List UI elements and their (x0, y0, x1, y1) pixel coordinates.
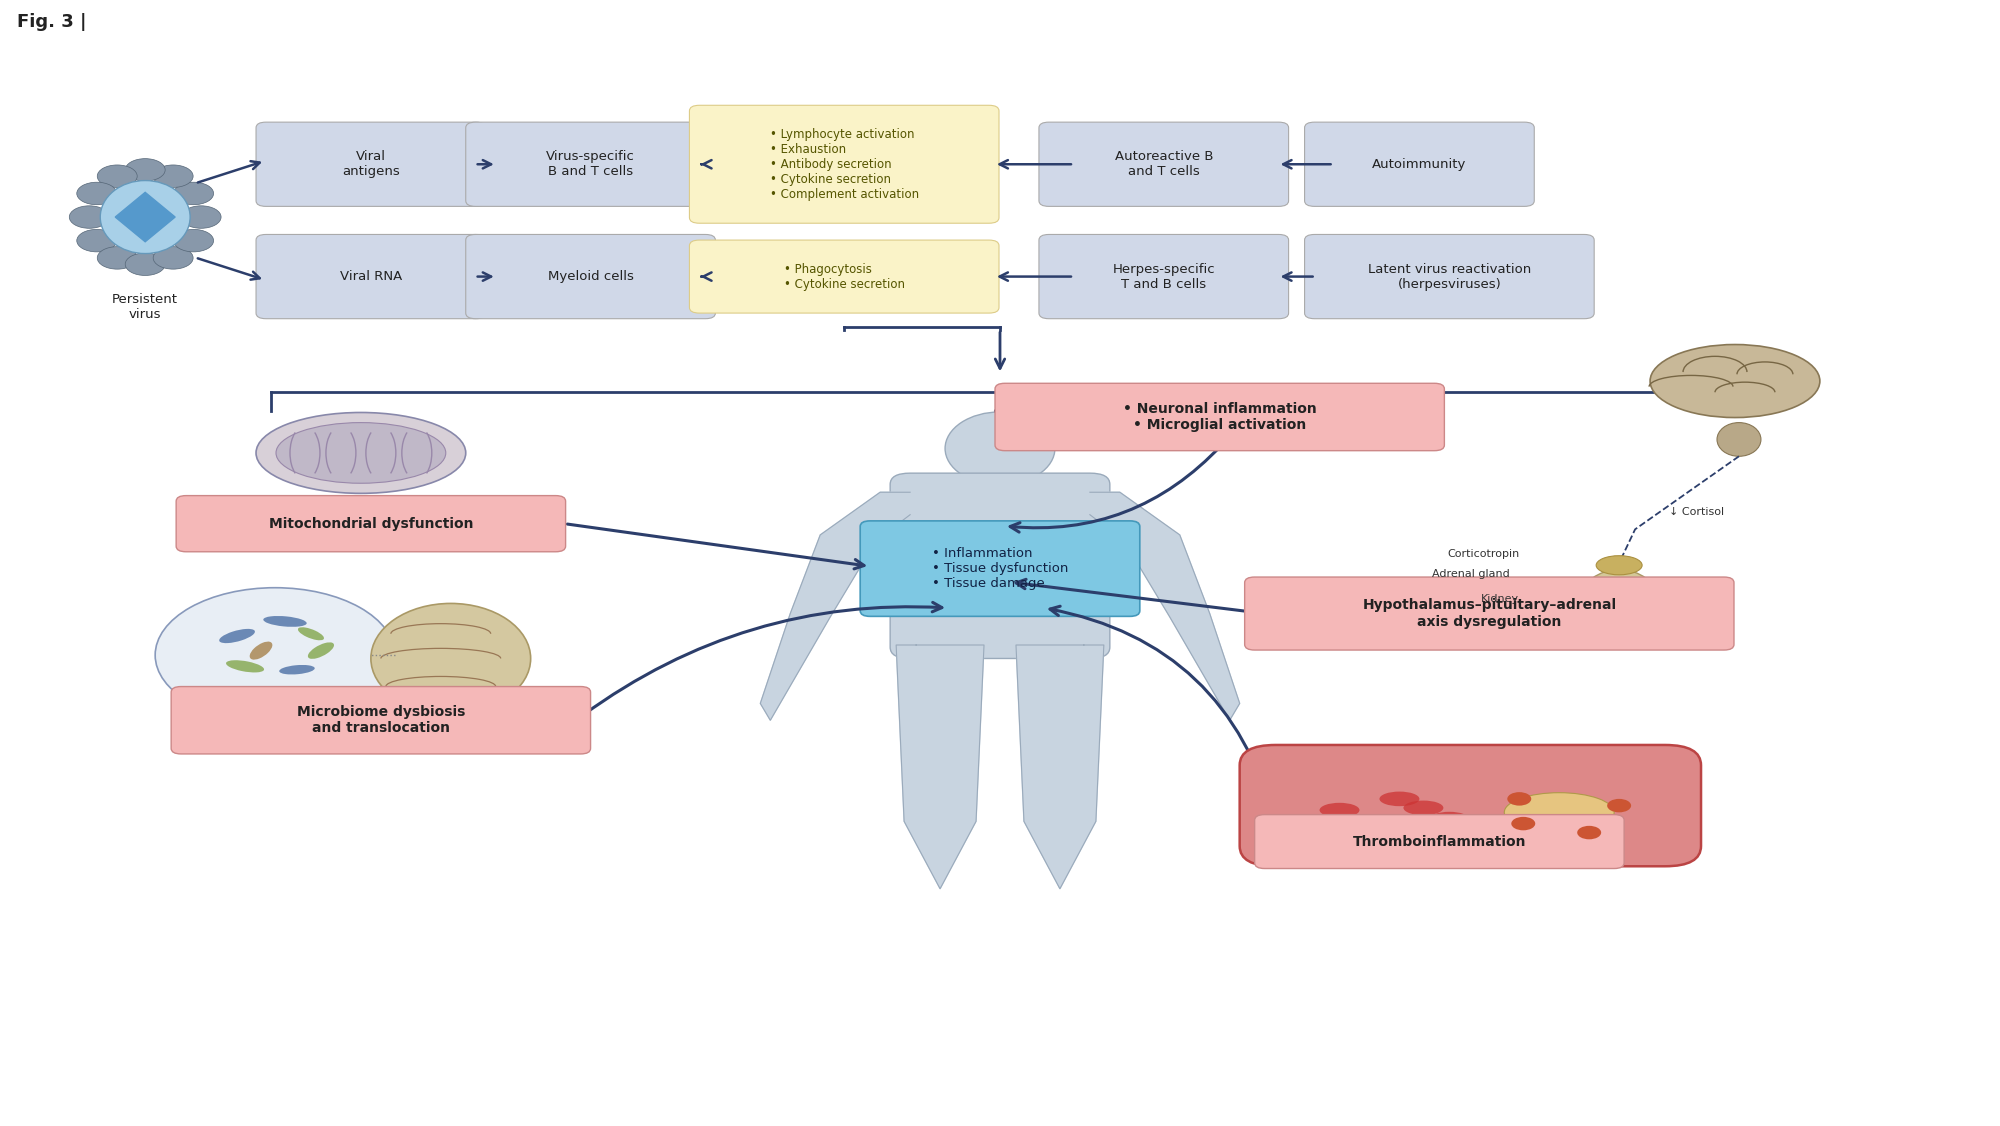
Ellipse shape (1718, 422, 1760, 456)
Polygon shape (1090, 492, 1240, 721)
FancyBboxPatch shape (466, 122, 716, 206)
Ellipse shape (100, 180, 190, 253)
Circle shape (156, 588, 394, 723)
Text: Herpes-specific
T and B cells: Herpes-specific T and B cells (1112, 262, 1216, 291)
Text: Mitochondrial dysfunction: Mitochondrial dysfunction (268, 517, 474, 530)
Ellipse shape (1430, 812, 1470, 826)
Text: Thromboinflammation: Thromboinflammation (1352, 834, 1526, 849)
Ellipse shape (1404, 801, 1444, 815)
Text: Persistent
virus: Persistent virus (112, 294, 178, 321)
Text: • Inflammation
• Tissue dysfunction
• Tissue damage: • Inflammation • Tissue dysfunction • Ti… (932, 547, 1068, 590)
Ellipse shape (264, 616, 306, 627)
Circle shape (174, 230, 214, 252)
Ellipse shape (1650, 345, 1820, 418)
Text: Viral
antigens: Viral antigens (342, 150, 400, 178)
Circle shape (1512, 816, 1536, 830)
FancyBboxPatch shape (690, 240, 1000, 313)
FancyBboxPatch shape (996, 383, 1444, 450)
Text: Microbiome dysbiosis
and translocation: Microbiome dysbiosis and translocation (296, 705, 466, 735)
Text: Autoimmunity: Autoimmunity (1372, 158, 1466, 171)
Ellipse shape (226, 660, 264, 672)
FancyBboxPatch shape (1038, 234, 1288, 319)
FancyBboxPatch shape (1244, 577, 1734, 650)
FancyBboxPatch shape (256, 234, 486, 319)
Text: Adrenal gland: Adrenal gland (1432, 570, 1510, 579)
FancyBboxPatch shape (1304, 234, 1594, 319)
Ellipse shape (1356, 820, 1396, 834)
Text: Latent virus reactivation
(herpesviruses): Latent virus reactivation (herpesviruses… (1368, 262, 1532, 291)
Ellipse shape (276, 422, 446, 483)
Text: Fig. 3 |: Fig. 3 | (18, 12, 86, 30)
Ellipse shape (1596, 556, 1642, 574)
Text: Myeloid cells: Myeloid cells (548, 270, 634, 283)
Circle shape (174, 182, 214, 205)
Polygon shape (1016, 645, 1104, 888)
Text: Hypothalamus–pituitary–adrenal
axis dysregulation: Hypothalamus–pituitary–adrenal axis dysr… (1362, 598, 1616, 628)
Ellipse shape (250, 642, 272, 660)
Polygon shape (896, 645, 984, 888)
Ellipse shape (1380, 792, 1420, 806)
FancyBboxPatch shape (466, 234, 716, 319)
Circle shape (70, 206, 110, 229)
Polygon shape (962, 482, 1038, 495)
Ellipse shape (946, 412, 1054, 485)
FancyBboxPatch shape (176, 495, 566, 552)
Circle shape (98, 166, 138, 187)
Circle shape (1608, 798, 1632, 812)
Text: • Phagocytosis
• Cytokine secretion: • Phagocytosis • Cytokine secretion (784, 262, 904, 291)
Circle shape (76, 182, 116, 205)
Polygon shape (116, 193, 176, 242)
FancyBboxPatch shape (1254, 814, 1624, 868)
FancyBboxPatch shape (1240, 745, 1702, 866)
Circle shape (126, 159, 166, 181)
Ellipse shape (298, 627, 324, 641)
FancyBboxPatch shape (1038, 122, 1288, 206)
Text: • Neuronal inflammation
• Microglial activation: • Neuronal inflammation • Microglial act… (1122, 402, 1316, 432)
Circle shape (1578, 825, 1602, 839)
Circle shape (76, 230, 116, 252)
Ellipse shape (256, 412, 466, 493)
Circle shape (182, 206, 222, 229)
Text: Virus-specific
B and T cells: Virus-specific B and T cells (546, 150, 636, 178)
Ellipse shape (1320, 803, 1360, 817)
Ellipse shape (280, 665, 314, 674)
FancyBboxPatch shape (256, 122, 486, 206)
Ellipse shape (1504, 793, 1614, 832)
Text: ↓ Cortisol: ↓ Cortisol (1670, 508, 1724, 518)
Circle shape (154, 247, 194, 269)
FancyBboxPatch shape (690, 106, 1000, 223)
Text: • Lymphocyte activation
• Exhaustion
• Antibody secretion
• Cytokine secretion
•: • Lymphocyte activation • Exhaustion • A… (770, 127, 918, 200)
FancyBboxPatch shape (890, 473, 1110, 659)
Text: Autoreactive B
and T cells: Autoreactive B and T cells (1114, 150, 1214, 178)
Circle shape (98, 247, 138, 269)
FancyBboxPatch shape (172, 687, 590, 754)
Circle shape (1508, 792, 1532, 805)
Circle shape (154, 166, 194, 187)
FancyBboxPatch shape (1304, 122, 1534, 206)
Polygon shape (760, 492, 910, 721)
Circle shape (126, 253, 166, 276)
Text: Viral RNA: Viral RNA (340, 270, 402, 283)
FancyBboxPatch shape (860, 521, 1140, 616)
Text: Kidney: Kidney (1482, 593, 1520, 604)
Ellipse shape (220, 629, 254, 643)
Ellipse shape (1582, 570, 1658, 628)
Text: Corticotropin: Corticotropin (1448, 549, 1520, 558)
Ellipse shape (308, 642, 334, 659)
Ellipse shape (370, 604, 530, 714)
